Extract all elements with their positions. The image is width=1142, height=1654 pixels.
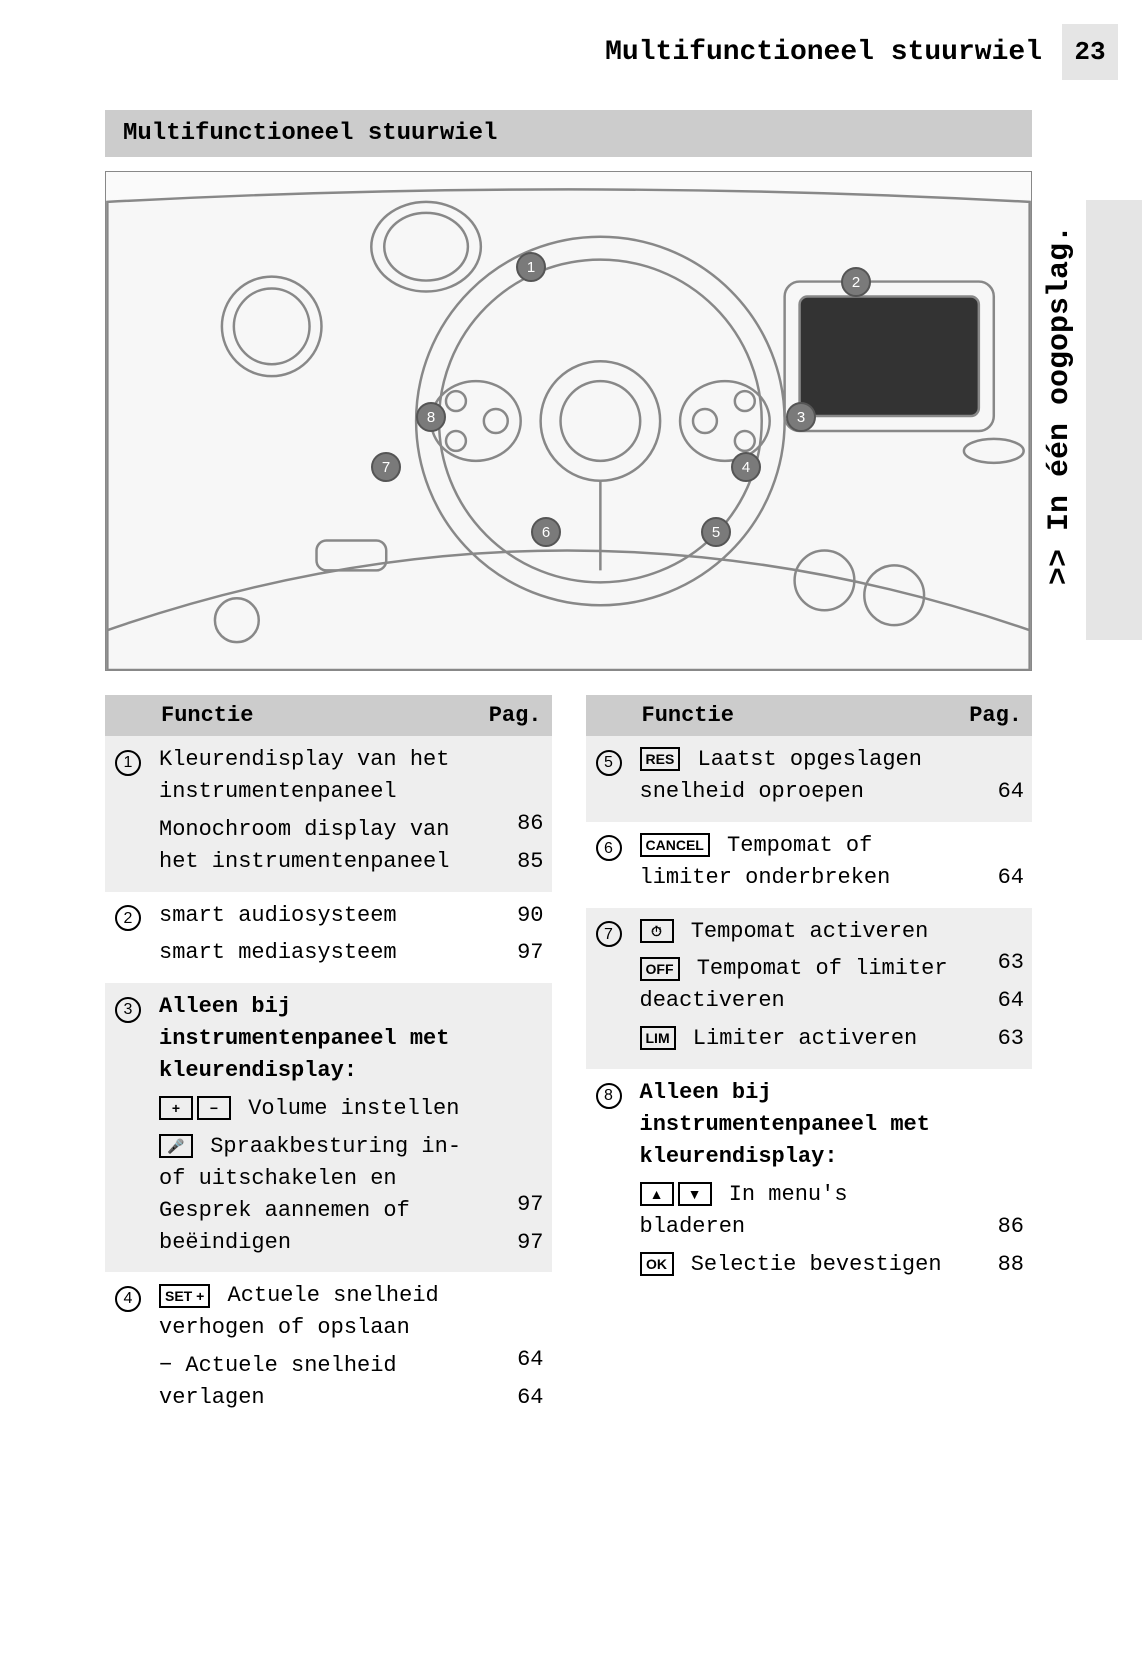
row-page: 8685 bbox=[479, 736, 552, 892]
row-page: 64 bbox=[959, 736, 1032, 822]
row-function: Alleen bij instrumentenpaneel met kleure… bbox=[151, 983, 479, 1272]
key-icon: CANCEL bbox=[640, 833, 710, 857]
diagram-callout: 3 bbox=[786, 402, 816, 432]
row-page: 6464 bbox=[479, 1272, 552, 1428]
row-number: 5 bbox=[586, 736, 632, 822]
side-tab-bg bbox=[1086, 200, 1142, 640]
row-page: 8688 bbox=[959, 1069, 1032, 1294]
diagram-callout: 4 bbox=[731, 452, 761, 482]
diagram-callout: 7 bbox=[371, 452, 401, 482]
row-number: 7 bbox=[586, 908, 632, 1070]
row-number: 1 bbox=[105, 736, 151, 892]
diagram-callout: 5 bbox=[701, 517, 731, 547]
row-number: 6 bbox=[586, 822, 632, 908]
key-icon: RES bbox=[640, 747, 681, 771]
row-number: 2 bbox=[105, 892, 151, 984]
key-icon: + bbox=[159, 1096, 193, 1120]
side-tab: >> In één oogopslag. bbox=[1034, 185, 1086, 625]
row-function: RES Laatst opgeslagen snelheid oproepen bbox=[632, 736, 960, 822]
content-area: Multifunctioneel stuurwiel bbox=[0, 80, 1142, 1428]
side-tab-label: >> In één oogopslag. bbox=[1043, 225, 1077, 585]
page-number: 23 bbox=[1062, 24, 1118, 80]
row-page: 9797 bbox=[479, 983, 552, 1272]
section-title: Multifunctioneel stuurwiel bbox=[105, 110, 1032, 157]
row-page: 9097 bbox=[479, 892, 552, 984]
right-table: Functie Pag. 5RES Laatst opgeslagen snel… bbox=[586, 695, 1033, 1428]
row-function: smart audiosysteem smart mediasysteem bbox=[151, 892, 479, 984]
row-number: 3 bbox=[105, 983, 151, 1272]
key-icon: OK bbox=[640, 1252, 674, 1276]
row-function: CANCEL Tempomat of limiter onderbreken bbox=[632, 822, 960, 908]
page-title: Multifunctioneel stuurwiel bbox=[605, 37, 1042, 68]
row-function: SET + Actuele snelheid verhogen of opsla… bbox=[151, 1272, 479, 1428]
left-table: Functie Pag. 1 Kleurendisplay van het in… bbox=[105, 695, 552, 1428]
diagram-callout: 1 bbox=[516, 252, 546, 282]
key-icon: LIM bbox=[640, 1026, 676, 1050]
key-icon: ▼ bbox=[678, 1182, 712, 1206]
row-function: ⏱ Tempomat activerenOFF Tempomat of limi… bbox=[632, 908, 960, 1070]
row-page: 636463 bbox=[959, 908, 1032, 1070]
key-icon: ▲ bbox=[640, 1182, 674, 1206]
page-header: Multifunctioneel stuurwiel 23 bbox=[0, 0, 1142, 80]
row-number: 4 bbox=[105, 1272, 151, 1428]
diagram-callout: 8 bbox=[416, 402, 446, 432]
tables-area: Functie Pag. 1 Kleurendisplay van het in… bbox=[105, 695, 1032, 1428]
row-function: Kleurendisplay van het instrumentenpanee… bbox=[151, 736, 479, 892]
key-icon: OFF bbox=[640, 957, 680, 981]
row-function: Alleen bij instrumentenpaneel met kleure… bbox=[632, 1069, 960, 1294]
col-page-header: Pag. bbox=[479, 695, 552, 736]
key-icon: − bbox=[197, 1096, 231, 1120]
col-func-header: Functie bbox=[151, 695, 479, 736]
col-func-header: Functie bbox=[632, 695, 960, 736]
key-icon: ⏱ bbox=[640, 919, 674, 943]
diagram-callout: 6 bbox=[531, 517, 561, 547]
col-page-header: Pag. bbox=[959, 695, 1032, 736]
key-icon: 🎤 bbox=[159, 1134, 193, 1158]
key-icon: SET + bbox=[159, 1284, 210, 1308]
row-page: 64 bbox=[959, 822, 1032, 908]
steering-wheel-diagram: 12345678 bbox=[105, 171, 1032, 671]
diagram-svg bbox=[106, 172, 1031, 670]
row-number: 8 bbox=[586, 1069, 632, 1294]
diagram-callout: 2 bbox=[841, 267, 871, 297]
